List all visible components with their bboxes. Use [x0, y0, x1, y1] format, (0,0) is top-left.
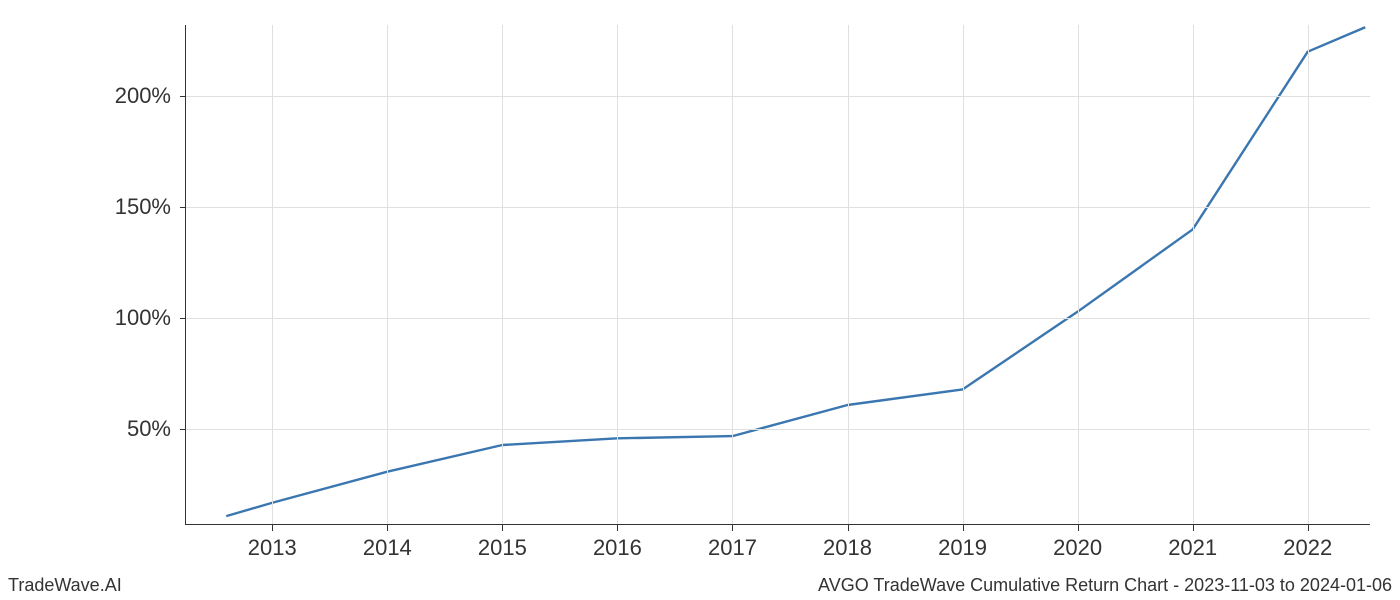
gridline-horizontal	[186, 207, 1370, 208]
y-tick-label: 150%	[115, 194, 171, 220]
gridline-horizontal	[186, 318, 1370, 319]
x-tick-label: 2022	[1283, 535, 1332, 561]
x-tick	[387, 525, 388, 531]
x-tick-label: 2017	[708, 535, 757, 561]
y-tick	[180, 207, 186, 208]
x-tick	[1193, 525, 1194, 531]
y-tick-label: 100%	[115, 305, 171, 331]
plot-area: 2013201420152016201720182019202020212022…	[185, 25, 1370, 525]
gridline-vertical	[1078, 25, 1079, 524]
x-tick	[732, 525, 733, 531]
gridline-vertical	[387, 25, 388, 524]
x-tick	[848, 525, 849, 531]
x-tick	[617, 525, 618, 531]
x-tick-label: 2014	[363, 535, 412, 561]
x-tick-label: 2018	[823, 535, 872, 561]
gridline-vertical	[732, 25, 733, 524]
x-tick	[502, 525, 503, 531]
y-tick-label: 50%	[127, 416, 171, 442]
y-tick	[180, 429, 186, 430]
x-tick	[272, 525, 273, 531]
y-tick	[180, 318, 186, 319]
y-tick	[180, 96, 186, 97]
line-path	[226, 27, 1365, 516]
gridline-vertical	[272, 25, 273, 524]
gridline-vertical	[502, 25, 503, 524]
gridline-vertical	[1193, 25, 1194, 524]
x-tick-label: 2013	[248, 535, 297, 561]
gridline-vertical	[848, 25, 849, 524]
x-tick-label: 2019	[938, 535, 987, 561]
gridline-vertical	[617, 25, 618, 524]
x-tick-label: 2021	[1168, 535, 1217, 561]
x-tick-label: 2015	[478, 535, 527, 561]
x-tick	[963, 525, 964, 531]
footer-left-text: TradeWave.AI	[8, 575, 122, 596]
x-tick-label: 2016	[593, 535, 642, 561]
gridline-horizontal	[186, 96, 1370, 97]
x-tick-label: 2020	[1053, 535, 1102, 561]
gridline-horizontal	[186, 429, 1370, 430]
x-tick	[1308, 525, 1309, 531]
gridline-vertical	[963, 25, 964, 524]
x-tick	[1078, 525, 1079, 531]
y-tick-label: 200%	[115, 83, 171, 109]
footer-right-text: AVGO TradeWave Cumulative Return Chart -…	[818, 575, 1392, 596]
chart-container: 2013 2014 2015 2016 2017 2018 2019 2020 2021 2022…	[0, 0, 1400, 600]
gridline-vertical	[1308, 25, 1309, 524]
